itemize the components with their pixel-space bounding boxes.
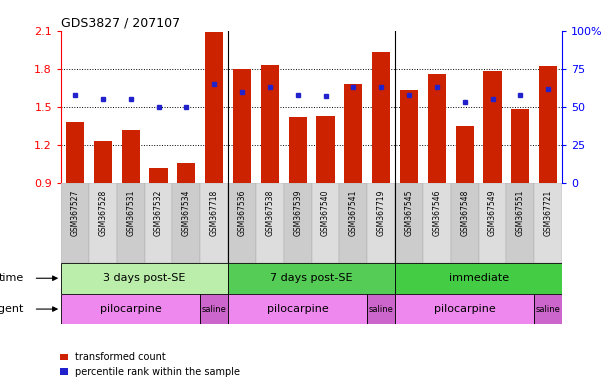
Bar	[483, 71, 502, 183]
Bar	[534, 183, 562, 263]
Bar	[172, 183, 200, 263]
Text: pilocarpine: pilocarpine	[434, 304, 496, 314]
Bar	[61, 263, 228, 294]
Text: GSM367545: GSM367545	[404, 189, 414, 236]
Bar	[261, 65, 279, 183]
Bar	[228, 183, 256, 263]
Text: GSM367539: GSM367539	[293, 189, 302, 236]
Bar	[534, 294, 562, 324]
Bar	[423, 183, 451, 263]
Bar	[451, 183, 478, 263]
Bar	[284, 183, 312, 263]
Bar	[312, 183, 340, 263]
Text: GSM367549: GSM367549	[488, 189, 497, 236]
Bar	[395, 294, 534, 324]
Bar	[428, 74, 446, 183]
Bar	[117, 183, 145, 263]
Text: GSM367527: GSM367527	[70, 189, 79, 236]
Bar	[256, 183, 284, 263]
Bar	[228, 263, 395, 294]
Text: GSM367528: GSM367528	[98, 189, 108, 236]
Text: GSM367721: GSM367721	[544, 189, 553, 236]
Bar	[228, 294, 367, 324]
Text: GSM367534: GSM367534	[182, 189, 191, 236]
Text: agent: agent	[0, 304, 24, 314]
Bar	[511, 109, 529, 183]
Bar	[456, 126, 474, 183]
Bar	[200, 183, 228, 263]
Text: GSM367546: GSM367546	[433, 189, 441, 236]
Bar	[345, 84, 362, 183]
Bar	[507, 183, 534, 263]
Text: 7 days post-SE: 7 days post-SE	[270, 273, 353, 283]
Text: GSM367531: GSM367531	[126, 189, 135, 236]
Text: GSM367540: GSM367540	[321, 189, 330, 236]
Bar	[122, 130, 140, 183]
Bar	[205, 32, 223, 183]
Text: GDS3827 / 207107: GDS3827 / 207107	[61, 17, 180, 30]
Bar	[150, 168, 167, 183]
Text: GSM367541: GSM367541	[349, 189, 358, 236]
Text: GSM367551: GSM367551	[516, 189, 525, 236]
Text: saline: saline	[202, 305, 227, 314]
Text: pilocarpine: pilocarpine	[100, 304, 161, 314]
Text: GSM367719: GSM367719	[377, 189, 386, 236]
Bar	[177, 163, 196, 183]
Bar	[367, 183, 395, 263]
Text: GSM367532: GSM367532	[154, 189, 163, 236]
Text: saline: saline	[369, 305, 393, 314]
Text: GSM367718: GSM367718	[210, 189, 219, 236]
Bar	[478, 183, 507, 263]
Bar	[66, 122, 84, 183]
Bar	[288, 117, 307, 183]
Bar	[372, 52, 390, 183]
Text: GSM367536: GSM367536	[238, 189, 246, 236]
Bar	[340, 183, 367, 263]
Bar	[145, 183, 172, 263]
Text: GSM367548: GSM367548	[460, 189, 469, 236]
Bar	[316, 116, 335, 183]
Bar	[89, 183, 117, 263]
Legend: transformed count, percentile rank within the sample: transformed count, percentile rank withi…	[60, 353, 240, 377]
Bar	[61, 183, 89, 263]
Text: saline: saline	[536, 305, 561, 314]
Text: immediate: immediate	[448, 273, 509, 283]
Bar	[233, 69, 251, 183]
Bar	[395, 183, 423, 263]
Bar	[395, 263, 562, 294]
Bar	[539, 66, 557, 183]
Bar	[400, 90, 418, 183]
Bar	[200, 294, 228, 324]
Text: GSM367538: GSM367538	[265, 189, 274, 236]
Bar	[367, 294, 395, 324]
Text: time: time	[0, 273, 24, 283]
Text: 3 days post-SE: 3 days post-SE	[103, 273, 186, 283]
Text: pilocarpine: pilocarpine	[267, 304, 329, 314]
Bar	[94, 141, 112, 183]
Bar	[61, 294, 200, 324]
